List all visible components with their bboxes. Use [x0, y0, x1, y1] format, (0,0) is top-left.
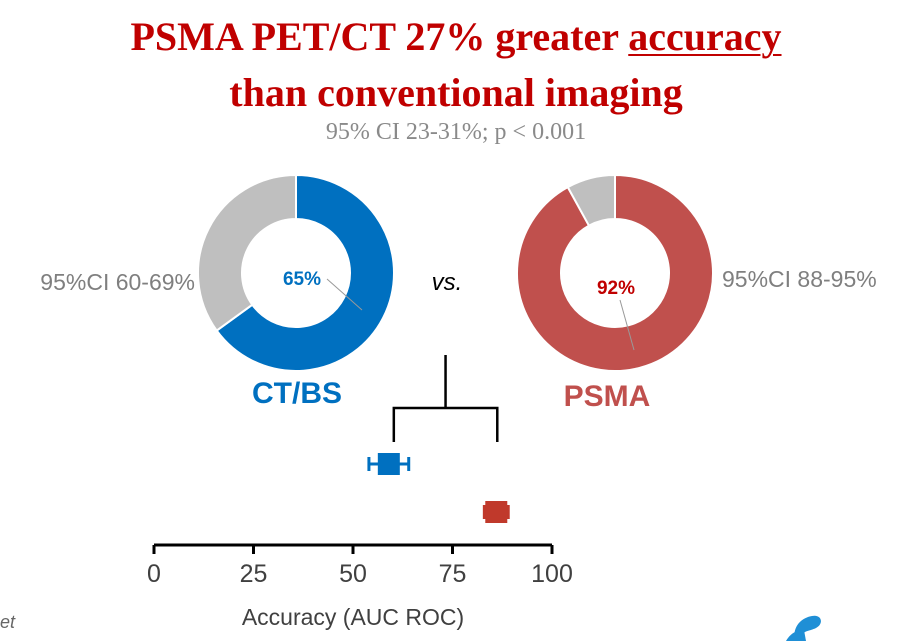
ctbs-label: CT/BS	[252, 377, 342, 410]
x-tick-label-0: 0	[147, 560, 161, 588]
ctbs-ci-label: 95%CI 60-69%	[40, 269, 195, 295]
x-tick-label-50: 50	[339, 560, 367, 588]
ribbon-logo	[786, 615, 821, 641]
ctbs-donut: 65% 95%CI 60-69% CT/BS	[40, 173, 395, 410]
footer-fragment: et	[0, 612, 16, 632]
subtitle: 95% CI 23-31%; p < 0.001	[325, 119, 587, 145]
x-tick-label-25: 25	[240, 560, 268, 588]
significance-bracket	[392, 355, 499, 442]
title-underlined-word: accuracy	[628, 14, 782, 59]
title-prefix: PSMA PET/CT 27% greater	[130, 14, 629, 59]
ctbs-accuracy-marker	[367, 453, 411, 475]
x-axis-label: Accuracy (AUC ROC)	[242, 604, 464, 630]
title-line-1: PSMA PET/CT 27% greater accuracy	[0, 14, 912, 60]
psma-accuracy-marker	[482, 501, 510, 523]
psma-label: PSMA	[564, 380, 651, 413]
title-line-2: than conventional imaging	[229, 70, 683, 115]
psma-remainder-slice	[566, 173, 616, 228]
ctbs-leader-line	[326, 278, 363, 311]
psma-value-label: 92%	[597, 278, 635, 299]
ctbs-accuracy-slice	[215, 173, 395, 372]
psma-accuracy-point	[485, 501, 508, 523]
psma-ci-label: 95%CI 88-95%	[722, 266, 877, 292]
ctbs-value-label: 65%	[283, 269, 321, 290]
x-axis: 0 25 50 75 100	[147, 543, 573, 588]
psma-accuracy-slice	[516, 173, 714, 372]
x-tick-label-100: 100	[531, 560, 573, 588]
psma-donut: 92% 95%CI 88-95% PSMA	[516, 173, 877, 413]
x-tick-label-75: 75	[439, 560, 467, 588]
psma-leader-line	[619, 299, 635, 351]
ctbs-remainder-slice	[197, 173, 297, 333]
vs-label: vs.	[432, 269, 463, 296]
ctbs-accuracy-point	[377, 453, 400, 475]
